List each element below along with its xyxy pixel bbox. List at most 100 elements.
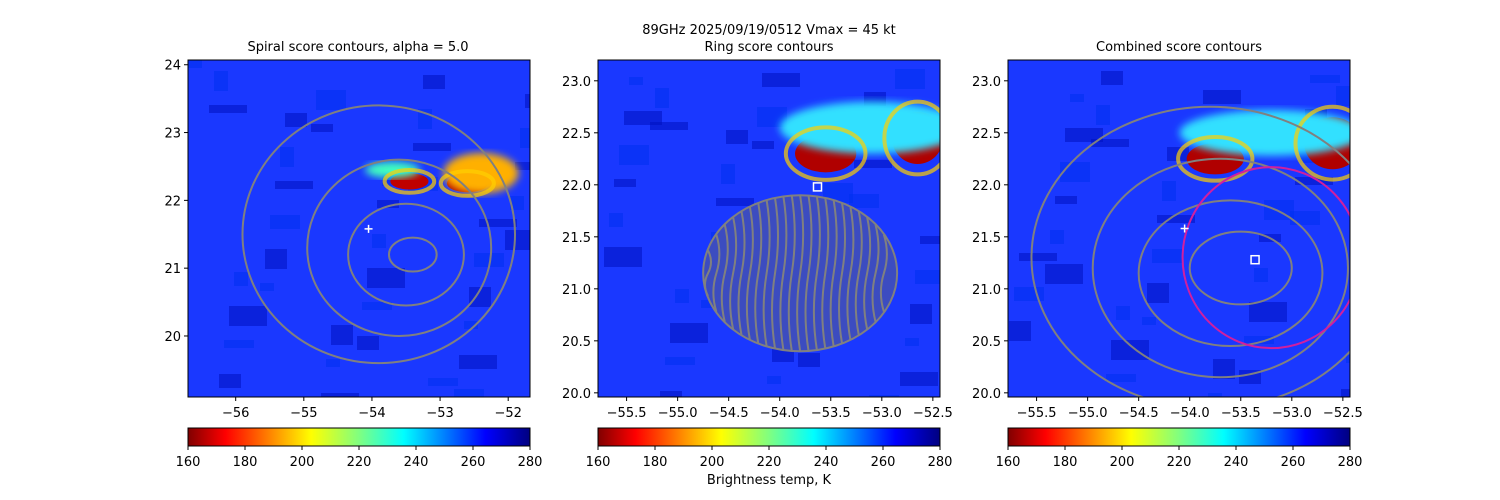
cold-patch [767, 376, 781, 384]
colorbar-tick-label: 160 [996, 455, 1021, 470]
warm-feature-edge [783, 125, 868, 182]
cold-patch [629, 77, 643, 85]
cold-patch [469, 287, 491, 307]
cold-patch [1111, 340, 1149, 360]
x-tick-label: −55.0 [1068, 406, 1108, 421]
cold-patch [1101, 71, 1123, 85]
cold-patch [619, 145, 649, 165]
colorbar-tick-label: 280 [518, 455, 543, 470]
colorbar-tick-label: 220 [757, 455, 782, 470]
y-tick-label: 20.0 [562, 387, 591, 402]
colorbar [597, 427, 941, 447]
cold-patch [910, 304, 932, 324]
cold-patch [1009, 321, 1031, 341]
cold-patch [1116, 306, 1130, 320]
ring-contour [762, 199, 771, 347]
colorbar [187, 427, 531, 447]
colorbar-tick-label: 240 [814, 455, 839, 470]
cold-patch [1091, 139, 1129, 147]
ring-contour [854, 211, 863, 336]
cold-patch [326, 359, 340, 367]
cold-patch [219, 374, 241, 388]
y-tick-label: 22.5 [972, 127, 1001, 142]
ring-contour [771, 197, 779, 349]
colorbar [1007, 427, 1351, 447]
x-tick-label: −52.5 [1323, 406, 1363, 421]
cold-patch [525, 94, 530, 108]
warm-feature-edge [882, 99, 940, 177]
score-contour [1188, 230, 1293, 306]
ring-contour [846, 206, 855, 340]
cold-patch [1203, 90, 1241, 104]
panel-2: −55.5 −55.0 −54.5 −54.0 −53.5 −53.0 −52.5 20.0 2… [972, 59, 1363, 470]
cold-patch [362, 302, 392, 310]
x-tick-label: −53 [426, 406, 453, 421]
image-area [1008, 60, 1350, 397]
cold-patch [209, 105, 247, 113]
image-area [598, 60, 940, 397]
ring-contour [871, 224, 880, 323]
cold-patch [655, 88, 669, 108]
y-tick-label: 21.0 [972, 283, 1001, 298]
x-tick-label: −54 [358, 406, 385, 421]
score-contour [306, 158, 493, 337]
colorbar-tick-label: 160 [586, 455, 611, 470]
cold-patch [920, 236, 940, 244]
cold-patch [505, 230, 530, 250]
x-tick-label: −54.0 [760, 406, 800, 421]
panel-title-ring: Ring score contours [704, 40, 834, 55]
cold-patch [1014, 287, 1044, 301]
cold-patch [413, 143, 451, 151]
cold-patch [311, 124, 333, 132]
x-tick-label: −54.5 [709, 406, 749, 421]
cold-patch [1162, 181, 1176, 201]
x-tick-label: −53.0 [1272, 406, 1312, 421]
warm-feature [779, 101, 940, 154]
cold-patch [275, 181, 313, 189]
cold-patch [1157, 215, 1195, 223]
cold-patch [331, 325, 353, 345]
cold-patch [905, 338, 919, 346]
x-tick-label: −55.5 [607, 406, 647, 421]
colorbar-tick-label: 160 [176, 455, 201, 470]
colorbar-tick-label: 260 [1281, 455, 1306, 470]
ring-contour [829, 199, 838, 347]
y-tick-label: 24 [164, 59, 181, 74]
cold-patch [1106, 374, 1136, 382]
colorbar-tick-label: 240 [404, 455, 429, 470]
cold-patch [701, 300, 715, 308]
ring-contour [779, 196, 788, 351]
cold-patch [372, 234, 386, 248]
colorbar-tick-label: 280 [928, 455, 953, 470]
y-tick-label: 22 [164, 194, 181, 209]
ring-contour [787, 195, 796, 352]
ring-contour [812, 196, 821, 351]
cold-patch [670, 323, 708, 343]
cold-patch [1065, 128, 1103, 142]
cold-patch [1249, 302, 1287, 322]
cold-patch [1295, 177, 1333, 185]
cold-patch [1336, 86, 1350, 106]
ring-contour [729, 216, 738, 330]
cold-patch [321, 393, 359, 397]
cold-patch [515, 162, 530, 170]
y-tick-label: 23 [164, 127, 181, 142]
cold-patch [900, 372, 938, 386]
brightness-background [1008, 60, 1350, 397]
y-tick-label: 23.0 [972, 75, 1001, 90]
ring-contour [821, 197, 830, 349]
cold-patch [721, 164, 735, 184]
cold-patch [823, 183, 853, 203]
x-tick-label: −55.5 [1017, 406, 1057, 421]
cold-patch [1208, 393, 1222, 397]
cold-patch [1254, 268, 1268, 282]
panel-title-spiral: Spiral score contours, alpha = 5.0 [247, 40, 469, 55]
axes-frame [597, 59, 941, 398]
ring-contour [745, 206, 754, 340]
colorbar-tick-label: 260 [871, 455, 896, 470]
cold-patch [316, 90, 346, 110]
cold-patch [849, 194, 879, 208]
ring-contour [838, 202, 846, 344]
cold-patch [1346, 355, 1350, 363]
